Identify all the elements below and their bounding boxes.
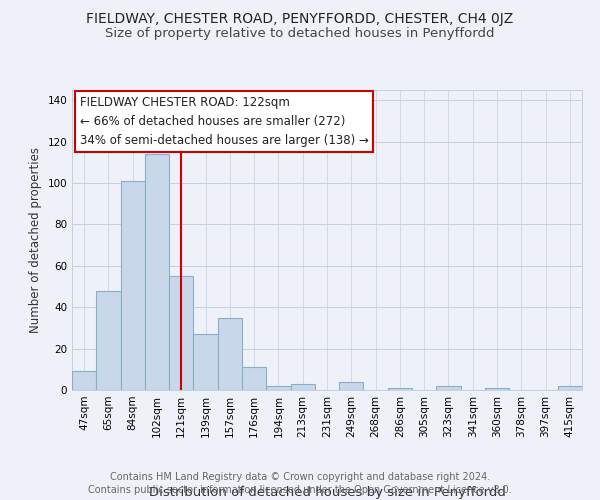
Text: Size of property relative to detached houses in Penyffordd: Size of property relative to detached ho… [105, 28, 495, 40]
Bar [388, 388, 412, 390]
Bar [121, 181, 145, 390]
Bar [266, 386, 290, 390]
Text: FIELDWAY, CHESTER ROAD, PENYFFORDD, CHESTER, CH4 0JZ: FIELDWAY, CHESTER ROAD, PENYFFORDD, CHES… [86, 12, 514, 26]
Bar [193, 334, 218, 390]
Bar [485, 388, 509, 390]
Bar [169, 276, 193, 390]
Bar [72, 372, 96, 390]
Text: Contains HM Land Registry data © Crown copyright and database right 2024.: Contains HM Land Registry data © Crown c… [110, 472, 490, 482]
Text: Contains public sector information licensed under the Open Government Licence v3: Contains public sector information licen… [88, 485, 512, 495]
Bar [145, 154, 169, 390]
Bar [96, 290, 121, 390]
Bar [436, 386, 461, 390]
X-axis label: Distribution of detached houses by size in Penyffordd: Distribution of detached houses by size … [149, 486, 505, 498]
Y-axis label: Number of detached properties: Number of detached properties [29, 147, 42, 333]
Bar [558, 386, 582, 390]
Bar [218, 318, 242, 390]
Text: FIELDWAY CHESTER ROAD: 122sqm
← 66% of detached houses are smaller (272)
34% of : FIELDWAY CHESTER ROAD: 122sqm ← 66% of d… [80, 96, 368, 147]
Bar [290, 384, 315, 390]
Bar [242, 367, 266, 390]
Bar [339, 382, 364, 390]
